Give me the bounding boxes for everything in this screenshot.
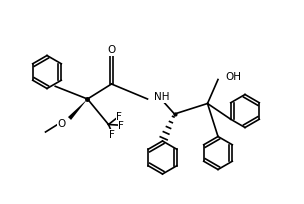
Text: F: F	[116, 112, 122, 122]
Text: NH: NH	[154, 92, 170, 102]
Text: O: O	[107, 45, 116, 55]
Text: F: F	[109, 130, 114, 140]
Text: O: O	[57, 119, 66, 129]
Text: F: F	[118, 121, 124, 131]
Polygon shape	[68, 99, 88, 120]
Text: OH: OH	[226, 71, 241, 82]
